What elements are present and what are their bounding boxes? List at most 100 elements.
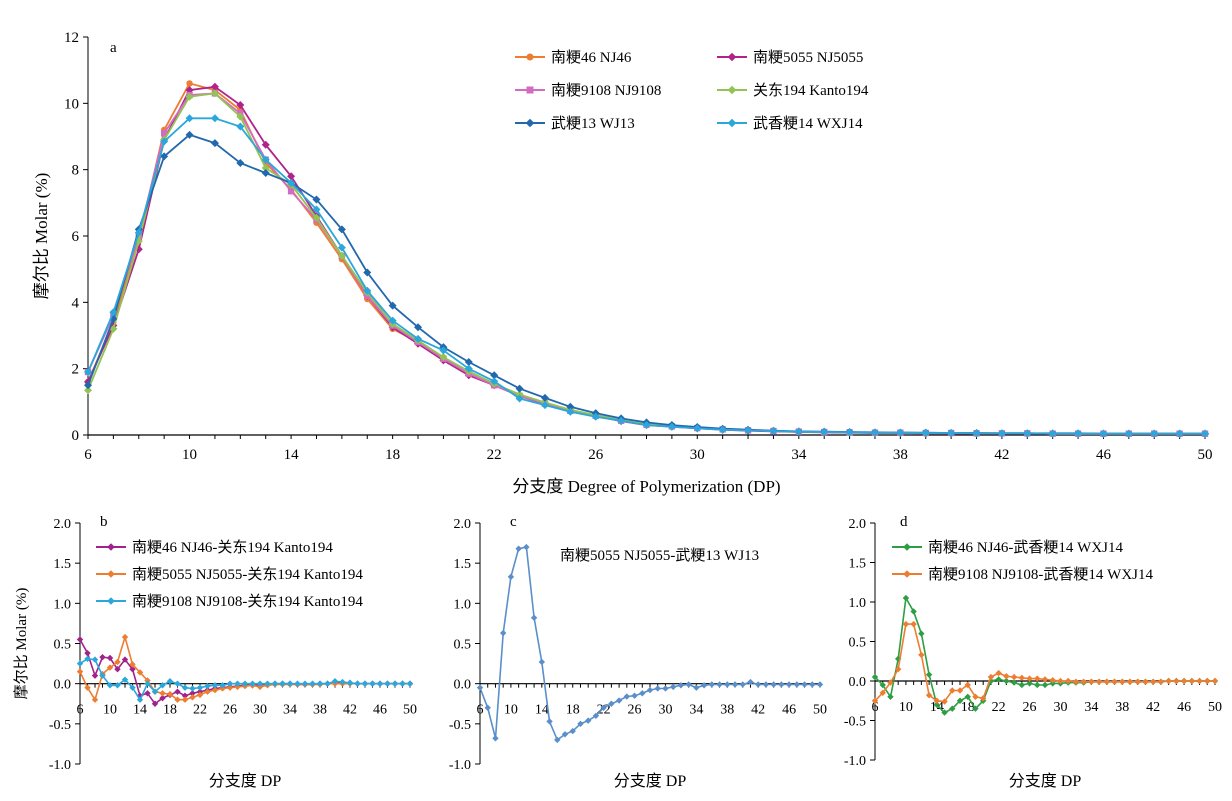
legend-d: 南粳46 NJ46-武香粳14 WXJ14 南粳9108 NJ9108-武香粳14…: [892, 539, 1153, 583]
legend-label: 南粳5055 NJ5055-关东194 Kanto194: [132, 566, 363, 583]
x-tick-label: 26: [628, 703, 642, 718]
y-tick-label: 12: [64, 30, 79, 46]
data-point: [114, 658, 121, 666]
data-point: [109, 308, 118, 317]
data-point: [615, 697, 623, 704]
legend-marker: [903, 543, 911, 551]
data-point: [384, 680, 391, 687]
y-tick-label: -0.5: [844, 715, 866, 730]
x-tick-label: 46: [1177, 700, 1191, 715]
data-point: [129, 666, 136, 673]
data-point: [76, 636, 84, 643]
data-point: [287, 172, 296, 181]
data-point: [979, 695, 987, 702]
data-point: [185, 92, 194, 101]
data-point: [933, 701, 941, 708]
data-point: [185, 114, 194, 123]
data-point: [294, 680, 301, 687]
data-point: [569, 727, 576, 735]
x-tick-label: 22: [992, 700, 1006, 715]
data-point: [109, 324, 118, 333]
data-point: [174, 680, 181, 687]
data-point: [925, 692, 933, 699]
data-point: [1041, 676, 1049, 683]
data-point: [925, 671, 933, 678]
data-point: [972, 429, 981, 438]
y-tick-label: 6: [72, 229, 80, 245]
data-point: [211, 686, 219, 694]
data-point: [816, 681, 824, 688]
legend-label: 南粳5055 NJ5055-武粳13 WJ13: [560, 547, 759, 564]
data-point: [918, 651, 925, 659]
data-point: [236, 122, 245, 131]
data-point: [196, 684, 204, 691]
data-point: [159, 682, 166, 689]
x-tick-label: 18: [566, 703, 580, 718]
data-point: [1080, 678, 1087, 685]
data-point: [312, 213, 321, 222]
data-point: [249, 680, 256, 687]
data-point: [1049, 677, 1056, 684]
data-point: [287, 188, 295, 195]
data-point: [769, 427, 778, 436]
x-tick-label: 46: [373, 703, 387, 718]
series-d-2: [871, 620, 1219, 705]
x-tick-label: 34: [791, 447, 807, 463]
data-point: [577, 720, 584, 728]
legend-item: 南粳46 NJ46-武香粳14 WXJ14: [892, 539, 1123, 556]
legend-marker: [903, 570, 911, 578]
x-tick-label: 38: [893, 447, 908, 463]
legend-marker: [526, 53, 534, 61]
series-line: [79, 634, 410, 702]
x-tick-label: 42: [994, 447, 1009, 463]
panel-b: -1.0 -0.5 0.0 0.5 1.0 1.5 2.0 6 10 14 18 22 26 30 34 38…: [12, 514, 417, 790]
data-point: [1124, 429, 1133, 438]
data-point: [210, 114, 219, 123]
y-tick-label: 0.5: [849, 636, 867, 651]
x-axis-label: 分支度 DP: [1009, 772, 1082, 790]
panel-label: c: [510, 514, 517, 530]
y-tick-label: -0.5: [449, 718, 471, 733]
data-point: [144, 680, 151, 687]
data-point: [121, 676, 129, 683]
data-point: [546, 718, 553, 725]
data-point: [181, 692, 189, 699]
y-tick-label: 0.5: [454, 638, 472, 653]
series-b-2: [76, 633, 414, 703]
data-point: [286, 680, 294, 687]
legend-marker: [727, 85, 737, 95]
legend-a: 南粳46 NJ46 南粳5055 NJ5055 南粳9108 NJ9108 关东194…: [515, 49, 869, 132]
data-point: [261, 140, 270, 149]
panel-d: -1.0-0.50.00.51.01.52.061014182226303438…: [844, 514, 1222, 790]
series-line: [87, 133, 1205, 435]
x-tick-label: 6: [872, 700, 879, 715]
legend-item: 南粳9108 NJ9108-武香粳14 WXJ14: [892, 566, 1153, 583]
data-point: [972, 693, 979, 700]
data-point: [76, 660, 84, 667]
data-point: [159, 690, 166, 697]
data-point: [739, 681, 746, 688]
data-point: [902, 594, 910, 602]
x-tick-label: 46: [782, 703, 796, 718]
data-point: [490, 377, 499, 386]
data-point: [439, 353, 448, 362]
x-tick-label: 6: [477, 703, 484, 718]
data-point: [114, 682, 121, 689]
series-line: [87, 117, 1205, 435]
legend-item: 南粳5055 NJ5055: [717, 49, 863, 66]
data-point: [331, 678, 339, 685]
data-point: [99, 672, 106, 679]
data-point: [279, 680, 286, 687]
data-point: [256, 683, 264, 691]
data-point: [174, 688, 181, 695]
data-point: [1196, 677, 1203, 685]
x-tick-label: 26: [1023, 700, 1037, 715]
data-point: [646, 686, 654, 694]
data-point: [910, 620, 917, 628]
data-point: [406, 680, 414, 687]
data-point: [918, 630, 925, 637]
legend-label: 武香粳14 WXJ14: [753, 115, 863, 132]
data-point: [1010, 679, 1018, 686]
data-point: [151, 700, 159, 707]
